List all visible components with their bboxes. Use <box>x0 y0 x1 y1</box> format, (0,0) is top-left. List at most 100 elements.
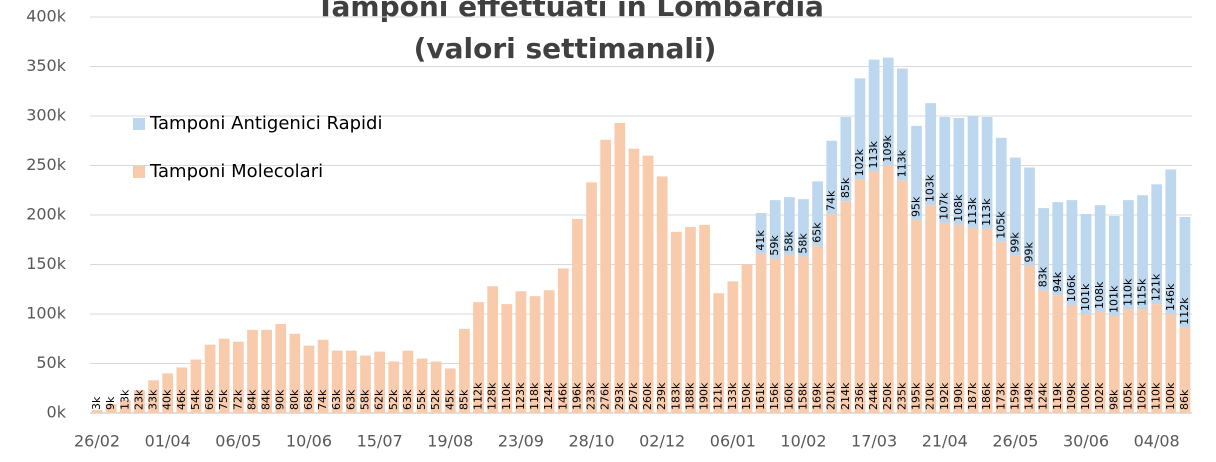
bar-segment <box>289 333 301 413</box>
bar-segment <box>1080 214 1092 314</box>
data-label: 41k <box>754 230 767 251</box>
bar-segment <box>897 68 908 181</box>
y-tick-label: 50k <box>36 353 66 372</box>
bar-segment <box>1123 309 1134 413</box>
bar-segment <box>331 350 343 413</box>
data-label: 113k <box>980 198 993 226</box>
y-tick-label: 0k <box>47 403 67 422</box>
bar-segment <box>557 268 569 413</box>
data-label: 109k <box>1065 382 1078 410</box>
bar-segment <box>360 355 371 413</box>
bar-segment <box>1052 202 1064 296</box>
bar-segment <box>1137 309 1148 413</box>
bar-segment <box>204 344 216 413</box>
bar-segment <box>967 116 979 228</box>
bar-segment <box>190 359 202 413</box>
x-tick-label: 04/08 <box>1134 432 1180 451</box>
data-label: 195k <box>910 382 923 410</box>
bar-segment <box>642 155 654 413</box>
data-label: 110k <box>1150 382 1163 410</box>
bar-segment <box>1123 200 1134 310</box>
data-label: 62k <box>373 389 386 410</box>
data-label: 113k <box>966 197 979 225</box>
bar-segment <box>1052 295 1064 413</box>
y-tick-label: 400k <box>26 7 67 26</box>
data-label: 52k <box>387 389 400 410</box>
data-label: 124k <box>1037 382 1050 410</box>
bar-segment <box>713 293 725 413</box>
x-tick-label: 19/08 <box>427 432 473 451</box>
x-tick-label: 15/07 <box>357 432 403 451</box>
data-label: 40k <box>161 389 174 410</box>
data-label: 3k <box>90 396 103 410</box>
bar-segment <box>247 329 258 413</box>
bar-segment <box>882 57 894 166</box>
bar-segment <box>783 254 795 413</box>
data-label: 149k <box>1023 382 1036 410</box>
data-label: 63k <box>401 389 414 410</box>
bar-segment <box>939 116 951 223</box>
data-label: 102k <box>853 148 866 176</box>
chart-subtitle: (valori settimanali) <box>414 32 717 65</box>
x-tick-label: 17/03 <box>851 432 897 451</box>
data-label: 85k <box>457 389 470 410</box>
bar-segment <box>755 253 767 413</box>
bar-segment <box>430 361 442 413</box>
bar-segment <box>162 373 174 413</box>
x-tick-label: 26/05 <box>992 432 1038 451</box>
data-label: 196k <box>570 382 583 410</box>
data-label: 186k <box>980 382 993 410</box>
data-label: 192k <box>938 382 951 410</box>
x-tick-label: 28/10 <box>568 432 614 451</box>
bar-segment <box>1165 314 1177 413</box>
bar-segment <box>119 400 131 413</box>
data-label: 100k <box>1079 382 1092 410</box>
bar-segment <box>586 182 597 413</box>
data-label: 210k <box>924 382 937 410</box>
bar-segment <box>854 179 866 413</box>
bar-segment <box>854 78 866 180</box>
data-label: 190k <box>952 382 965 410</box>
data-label: 33k <box>147 389 160 410</box>
data-label: 161k <box>754 382 767 410</box>
bar-segment <box>1024 167 1035 266</box>
data-label: 13k <box>118 389 131 410</box>
x-tick-label: 02/12 <box>639 432 685 451</box>
data-label: 133k <box>726 382 739 410</box>
bar-segment <box>981 116 993 229</box>
data-label: 45k <box>443 389 456 410</box>
data-label: 101k <box>1079 283 1092 311</box>
bar-segment <box>388 361 400 413</box>
bar-segment <box>741 264 753 413</box>
data-label: 173k <box>994 382 1007 410</box>
data-label: 74k <box>316 389 329 410</box>
data-label: 109k <box>881 135 894 163</box>
y-tick-label: 150k <box>26 254 67 273</box>
x-tick-label: 23/09 <box>498 432 544 451</box>
bar-segment <box>1066 305 1078 413</box>
bar-segment <box>1137 195 1148 310</box>
bar-segment <box>91 410 103 413</box>
bar-segment <box>105 404 117 413</box>
data-label: 98k <box>1107 389 1120 410</box>
bar-segment <box>769 258 781 413</box>
data-label: 113k <box>867 140 880 168</box>
data-label: 75k <box>217 389 230 410</box>
y-tick-label: 300k <box>26 106 67 125</box>
bar-segment <box>1179 216 1191 328</box>
data-label: 95k <box>910 196 923 217</box>
data-label: 235k <box>895 382 908 410</box>
data-label: 260k <box>641 382 654 410</box>
data-label: 52k <box>429 389 442 410</box>
data-label: 54k <box>189 389 202 410</box>
bar-segment <box>1038 208 1050 291</box>
bar-segment <box>925 103 936 206</box>
data-label: 121k <box>1150 273 1163 301</box>
bar-segment <box>925 205 936 413</box>
data-label: 121k <box>712 382 725 410</box>
data-label: 23k <box>132 389 145 410</box>
data-label: 83k <box>1037 266 1050 287</box>
bar-segment <box>614 122 626 414</box>
data-label: 118k <box>528 382 541 410</box>
bar-segment <box>911 125 922 220</box>
